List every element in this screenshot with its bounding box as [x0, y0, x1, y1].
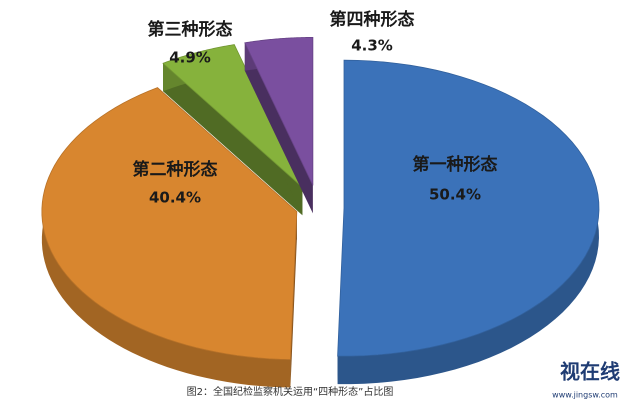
value-label: 50.4% — [429, 186, 481, 204]
slice-side — [244, 42, 313, 214]
value-label: 4.9% — [169, 49, 211, 67]
slice-label: 第三种形态 — [148, 19, 233, 40]
slice-label: 第一种形态 — [413, 154, 498, 175]
slice-label: 第四种形态 — [330, 9, 415, 30]
slice — [244, 37, 314, 186]
slice-label: 第二种形态 — [133, 159, 218, 180]
slice-side — [163, 63, 303, 216]
pie — [41, 37, 600, 388]
value-label: 4.3% — [351, 37, 393, 55]
value-label: 40.4% — [149, 189, 201, 207]
watermark-text: 视在线 — [560, 360, 620, 384]
slice-wall — [41, 87, 291, 388]
slice — [337, 59, 600, 357]
caption: 图2：全国纪检监察机关运用“四种形态”占比图 — [187, 385, 394, 398]
slice — [162, 44, 303, 188]
watermark-url: www.jingsw.com — [552, 391, 618, 400]
slice — [41, 87, 298, 360]
